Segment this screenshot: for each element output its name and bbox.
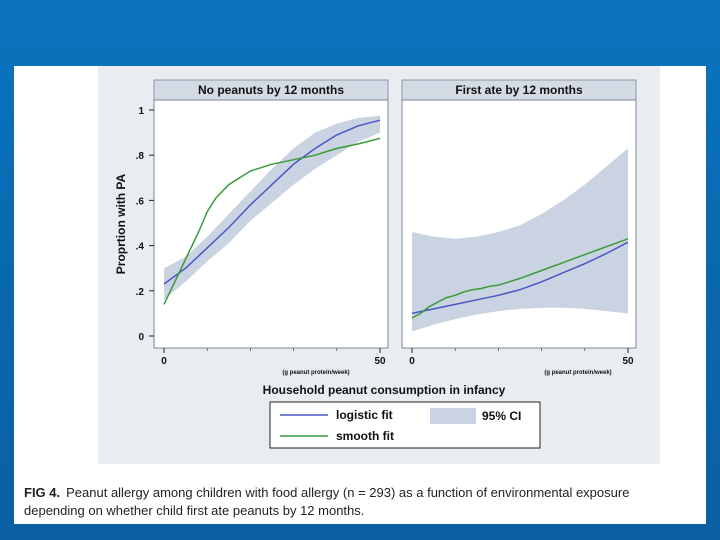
y-axis-label: Proprtion with PA: [114, 173, 128, 274]
ci-layer: [164, 115, 380, 300]
x-tick-label: 0: [409, 356, 415, 367]
legend-swatch-ci: [430, 408, 476, 424]
x-unit-label-right: (g peanut protein/week): [544, 370, 611, 376]
panel-first-ate: First ate by 12 months 0 50: [401, 79, 637, 367]
x-unit-label-left: (g peanut protein/week): [282, 370, 349, 376]
panel-title: No peanuts by 12 months: [198, 83, 344, 97]
panel-title: First ate by 12 months: [455, 83, 583, 97]
series-line-smooth-fit: [411, 238, 629, 319]
series-line-smooth-fit: [163, 137, 381, 305]
legend: logistic fit smooth fit 95% CI: [269, 401, 541, 449]
ci-layer: [412, 148, 628, 332]
y-tick-label: .2: [136, 287, 145, 298]
y-tick-label: .4: [136, 242, 145, 253]
x-tick-label: 50: [374, 356, 386, 367]
caption-line-2: depending on whether child first ate pea…: [24, 503, 365, 518]
series-line-logistic-fit: [411, 241, 629, 315]
ci-band: [164, 115, 380, 300]
line-layer: [163, 119, 381, 305]
caption-fig-label: FIG 4.: [24, 485, 61, 500]
x-axis-label: Household peanut consumption in infancy: [263, 383, 506, 397]
legend-label-smooth: smooth fit: [336, 429, 394, 443]
figure-area: No peanuts by 12 months 0 .2 .4 .6 .8 1 0 50 F…: [98, 66, 660, 464]
legend-label-logistic: logistic fit: [336, 408, 393, 422]
x-axis: 0 50: [409, 348, 634, 367]
ci-band: [412, 148, 628, 332]
x-axis: 0 50: [161, 348, 386, 367]
y-tick-label: 1: [138, 106, 144, 117]
line-layer: [411, 238, 629, 319]
figure-card: No peanuts by 12 months 0 .2 .4 .6 .8 1 0 50 F…: [14, 66, 706, 524]
y-tick-label: .6: [136, 196, 145, 207]
series-line-logistic-fit: [163, 119, 381, 285]
panel-no-peanuts: No peanuts by 12 months 0 .2 .4 .6 .8 1 0 50: [136, 79, 389, 367]
figure-caption: FIG 4. Peanut allergy among children with…: [24, 484, 714, 520]
x-tick-label: 50: [622, 356, 634, 367]
y-axis: 0 .2 .4 .6 .8 1: [136, 106, 154, 343]
y-tick-label: 0: [138, 332, 144, 343]
legend-box: [269, 401, 541, 449]
x-tick-label: 0: [161, 356, 167, 367]
y-tick-label: .8: [136, 151, 145, 162]
caption-line-1: Peanut allergy among children with food …: [66, 485, 630, 500]
legend-label-ci: 95% CI: [482, 409, 521, 423]
chart-svg: No peanuts by 12 months 0 .2 .4 .6 .8 1 0 50 F…: [114, 79, 637, 449]
